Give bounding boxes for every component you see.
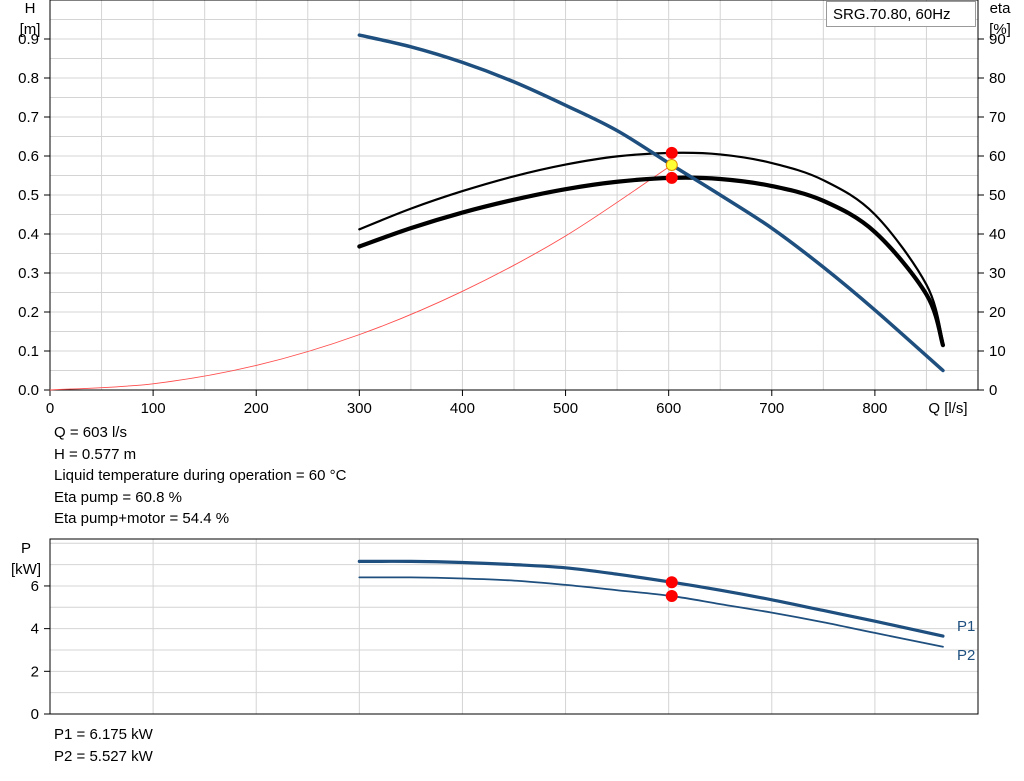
y-tick-label-right: 40	[989, 226, 1006, 243]
duty-point-3	[665, 158, 678, 171]
operating-info: Q = 603 l/s H = 0.577 m Liquid temperatu…	[54, 422, 346, 530]
y-tick-label-power: 2	[31, 663, 39, 680]
y-tick-label-right: 30	[989, 265, 1006, 282]
power-curve-p1	[357, 559, 945, 638]
y-axis-unit-left: [m]	[20, 21, 41, 38]
y-axis-unit-power: [kW]	[11, 561, 41, 578]
x-tick-label: 600	[656, 400, 681, 417]
x-tick-label: 700	[759, 400, 784, 417]
y-tick-label-left: 0.5	[18, 187, 39, 204]
series-label-p1: P1	[957, 618, 975, 635]
info-temp: Liquid temperature during operation = 60…	[54, 467, 347, 484]
eta-pump-curve	[358, 151, 945, 343]
y-tick-label-right: 10	[989, 343, 1006, 360]
x-tick-label: 100	[141, 400, 166, 417]
legend-box: SRG.70.80, 60Hz	[826, 1, 976, 27]
x-tick-label: 0	[46, 400, 54, 417]
power-curve-p2	[358, 576, 944, 648]
y-tick-label-right: 60	[989, 148, 1006, 165]
head-curve	[357, 33, 945, 373]
y-tick-label-left: 0.1	[18, 343, 39, 360]
power-duty-point-2	[665, 590, 678, 603]
x-tick-label: 400	[450, 400, 475, 417]
info-p1: P1 = 6.175 kW	[54, 726, 153, 743]
series-label-p2: P2	[957, 647, 975, 664]
y-tick-label-left: 0.0	[18, 382, 39, 399]
power-duty-point-1	[665, 576, 678, 589]
y-tick-label-right: 0	[989, 382, 997, 399]
power-info: P1 = 6.175 kW P2 = 5.527 kW	[54, 724, 153, 767]
y-tick-label-right: 20	[989, 304, 1006, 321]
plot-frame-bottom	[49, 538, 979, 715]
x-tick-label: 200	[244, 400, 269, 417]
info-eta-total: Eta pump+motor = 54.4 %	[54, 510, 230, 527]
y-axis-label-right: eta	[990, 0, 1012, 17]
info-p2: P2 = 5.527 kW	[54, 747, 153, 765]
y-tick-label-left: 0.9	[18, 31, 39, 48]
y-tick-label-power: 4	[31, 621, 39, 638]
y-axis-label-left: H	[25, 0, 36, 17]
info-eta-pump: Eta pump = 60.8 %	[54, 488, 182, 506]
y-tick-label-right: 70	[989, 109, 1006, 126]
y-axis-label-power: P	[21, 540, 31, 557]
x-axis-label: Q [l/s]	[928, 400, 967, 417]
info-h: H = 0.577 m	[54, 445, 137, 463]
info-q: Q = 603 l/s	[54, 424, 127, 441]
y-tick-label-right: 80	[989, 70, 1006, 87]
y-tick-label-left: 0.6	[18, 148, 39, 165]
duty-point-2	[665, 171, 678, 184]
eta-total-curve	[357, 175, 946, 348]
y-tick-label-left: 0.7	[18, 109, 39, 126]
y-tick-label-power: 0	[31, 706, 39, 723]
y-tick-label-right: 50	[989, 187, 1006, 204]
duty-point-1	[665, 146, 678, 159]
y-tick-label-left: 0.8	[18, 70, 39, 87]
legend-label: SRG.70.80, 60Hz	[833, 6, 951, 23]
y-tick-label-left: 0.3	[18, 265, 39, 282]
x-tick-label: 500	[553, 400, 578, 417]
y-tick-label-left: 0.4	[18, 226, 39, 243]
x-tick-label: 800	[862, 400, 887, 417]
y-tick-label-left: 0.2	[18, 304, 39, 321]
system-curve	[49, 164, 673, 391]
y-axis-unit-right: [%]	[989, 21, 1011, 38]
x-tick-label: 300	[347, 400, 372, 417]
y-tick-label-right: 90	[989, 31, 1006, 48]
y-tick-label-power: 6	[31, 578, 39, 595]
